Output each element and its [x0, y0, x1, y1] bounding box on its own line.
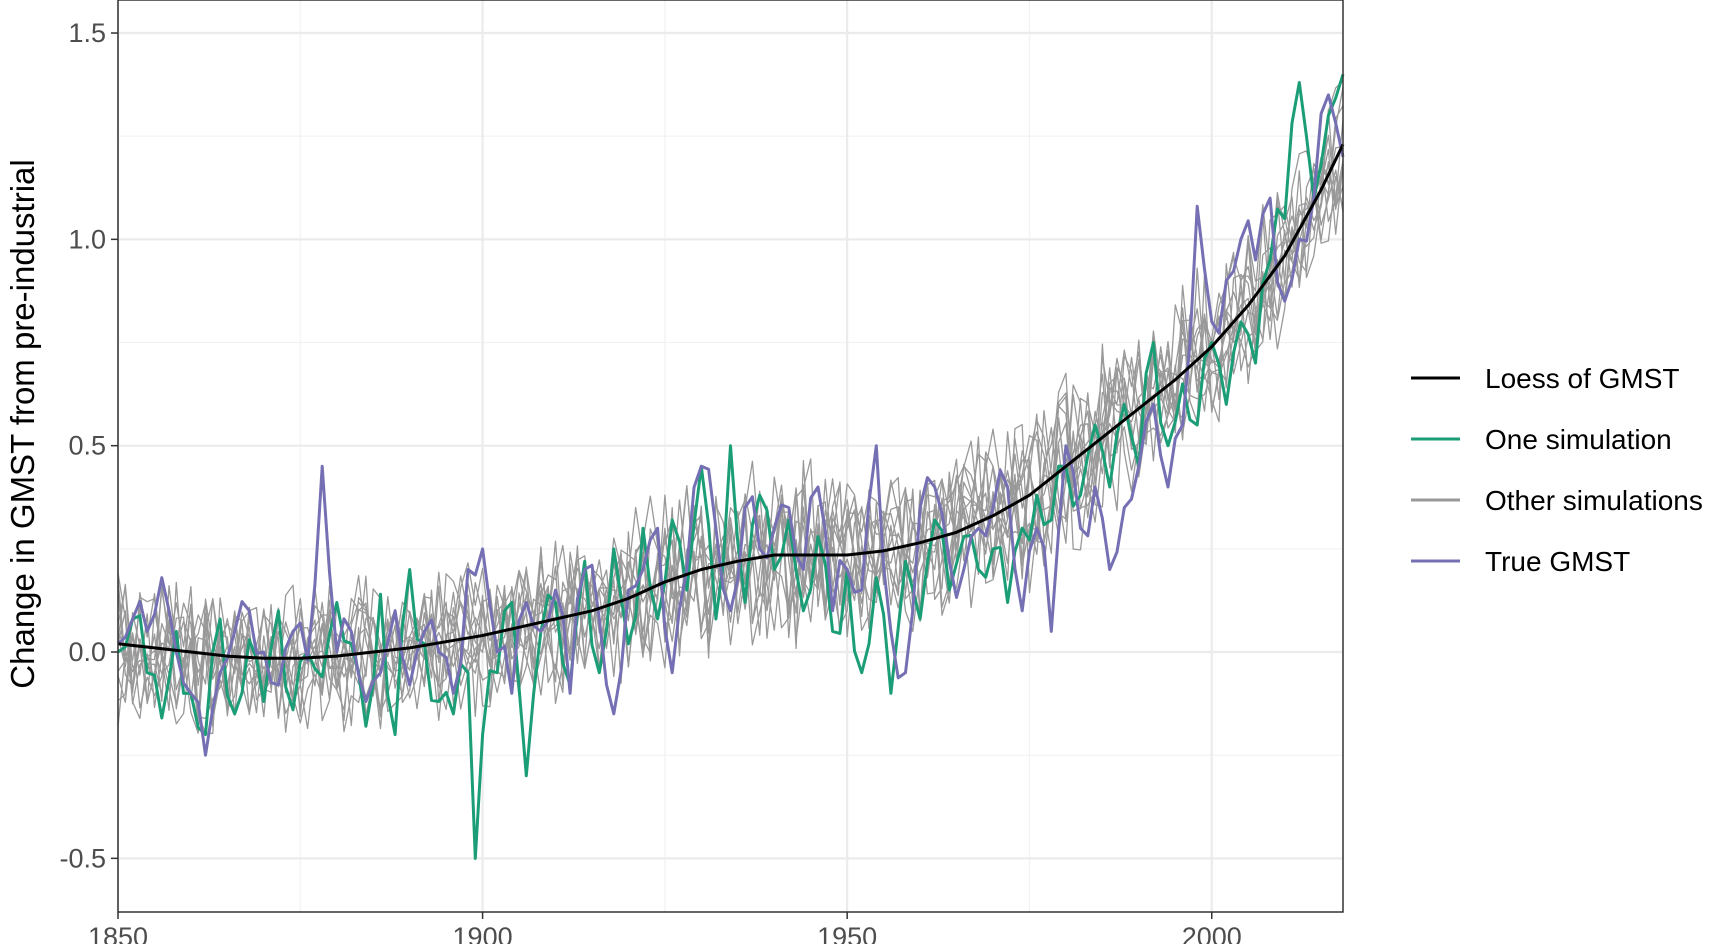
series-line-other-simulation [117, 87, 1344, 733]
y-tick-label: 1.0 [68, 224, 106, 254]
legend-label: One simulation [1485, 424, 1672, 455]
y-tick-label: -0.5 [59, 843, 106, 873]
legend-label: True GMST [1485, 546, 1630, 577]
legend-label: Loess of GMST [1485, 363, 1680, 394]
x-tick-label: 1850 [88, 922, 148, 944]
x-axis-ticks: 1850 1900 1950 2000 [88, 912, 1242, 944]
series-line-true-gmst [117, 93, 1345, 757]
series-line-other-simulation [117, 119, 1344, 734]
x-tick-label: 1950 [817, 922, 877, 944]
series-line-loess [117, 143, 1345, 660]
plot-panel-border [117, 0, 1344, 913]
legend-label: Other simulations [1485, 485, 1703, 516]
y-axis-title: Change in GMST from pre-industrial [4, 159, 41, 688]
series-line-other-simulation [117, 146, 1344, 733]
series-line-other-simulation [117, 175, 1344, 720]
legend: Loess of GMST One simulation Other simulat… [1411, 363, 1703, 577]
series-line-other-simulation [117, 167, 1344, 730]
y-tick-label: 1.5 [68, 18, 106, 48]
series-line-other-simulation [117, 134, 1344, 730]
x-tick-label: 1900 [453, 922, 513, 944]
series-lines [117, 73, 1345, 860]
y-axis-ticks: -0.5 0.0 0.5 1.0 1.5 [59, 18, 118, 873]
y-tick-label: 0.5 [68, 431, 106, 461]
series-line-one-simulation [117, 73, 1345, 860]
other-simulations-lines [117, 80, 1344, 734]
x-tick-label: 2000 [1182, 922, 1242, 944]
y-tick-label: 0.0 [68, 637, 106, 667]
